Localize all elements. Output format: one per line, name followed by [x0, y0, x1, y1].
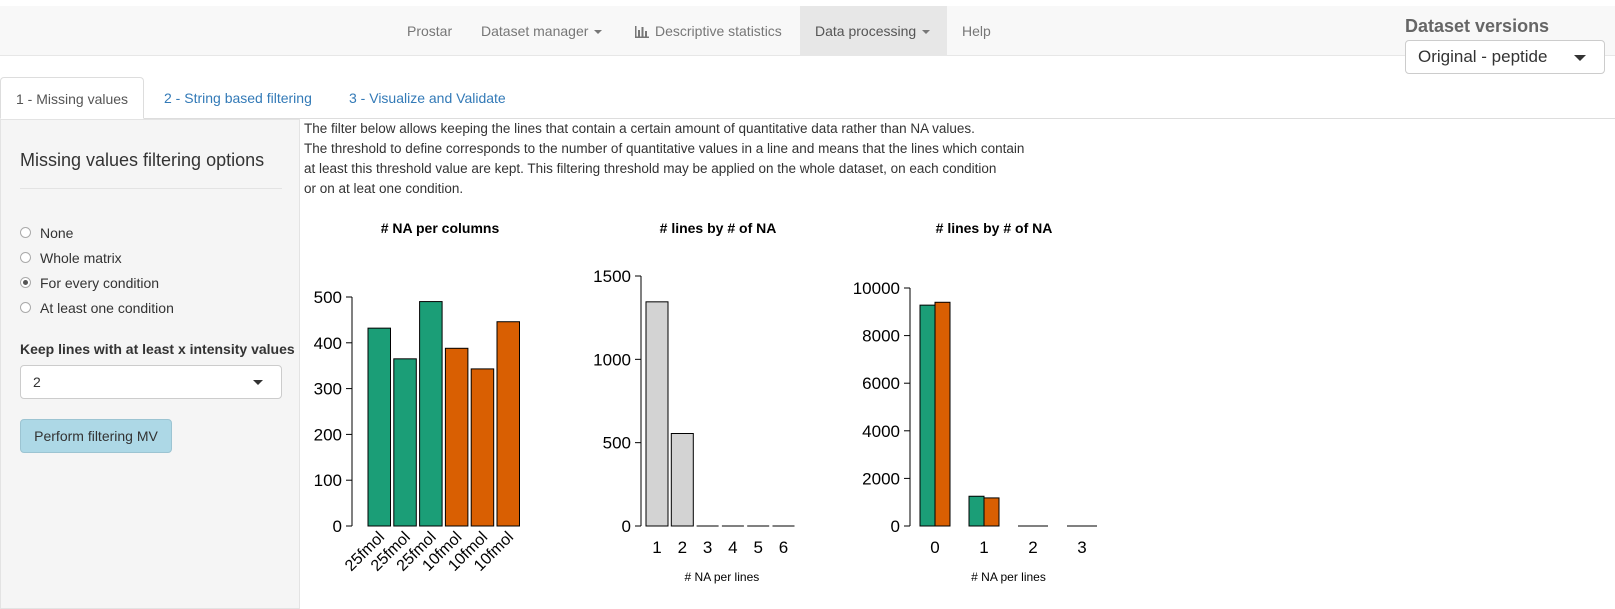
chart2-bar: [670, 433, 694, 527]
sidebar-panel: Missing values filtering options None Wh…: [0, 119, 300, 609]
chart3-bar: [934, 301, 951, 527]
chart3-y-tick-label: 10000: [853, 279, 900, 298]
chart1-bar: [419, 301, 443, 527]
nav-data-processing-label: Data processing: [815, 23, 917, 39]
dataset-versions-label: Dataset versions: [1405, 16, 1550, 36]
chart2-x-tick-label: 5: [753, 538, 762, 557]
nav-descriptive-statistics-label: Descriptive statistics: [655, 23, 782, 39]
chart2-y-tick-label: 1000: [593, 350, 631, 369]
tab-visualize-and-validate[interactable]: 3 - Visualize and Validate: [334, 77, 521, 119]
chart3-y-tick-label: 4000: [862, 422, 900, 441]
radio-circle[interactable]: [20, 227, 31, 238]
chart3-y-tick-label: 8000: [862, 327, 900, 346]
chart3-bar: [968, 495, 985, 527]
chart3-x-tick-label: 3: [1077, 538, 1086, 557]
radio-label: At least one condition: [40, 300, 174, 316]
chart1-bar: [496, 321, 520, 527]
keep-lines-select[interactable]: 2: [20, 365, 282, 399]
perform-filtering-button[interactable]: Perform filtering MV: [20, 419, 172, 453]
chart3-y-tick-label: 2000: [862, 469, 900, 488]
chart1-bar: [367, 327, 391, 527]
chart2-title: # lines by # of NA: [659, 220, 777, 236]
chart1-y-tick-label: 500: [314, 288, 342, 307]
chart1-bar: [470, 368, 495, 527]
chart2-x-tick-label: 6: [779, 538, 788, 557]
sidebar-title: Missing values filtering options: [20, 150, 265, 170]
chart3-bar: [919, 304, 936, 527]
chart1-bar: [444, 347, 469, 527]
radio-circle-checked[interactable]: [20, 277, 31, 288]
chart2-x-label: # NA per lines: [685, 570, 760, 584]
chart3-title: # lines by # of NA: [935, 220, 1053, 236]
chart1-y-tick-label: 100: [314, 471, 342, 490]
chart2-x-tick-label: 4: [728, 538, 737, 557]
tab-string-based-filtering-label: 2 - String based filtering: [164, 90, 312, 106]
radio-circle[interactable]: [20, 252, 31, 263]
chart1-x-tick-label: 10fmol: [445, 529, 491, 575]
description-line: The filter below allows keeping the line…: [304, 121, 975, 136]
nav-help-label: Help: [962, 23, 991, 39]
nav-help[interactable]: Help: [947, 6, 1006, 56]
chart1-y-tick-label: 200: [314, 425, 342, 444]
nav-data-processing[interactable]: Data processing: [800, 6, 947, 56]
chart1-x-tick-label: 25fmol: [342, 529, 388, 575]
chart1-x-tick-label: 25fmol: [368, 529, 414, 575]
tab-missing-values-label: 1 - Missing values: [16, 91, 129, 107]
radio-label: For every condition: [40, 275, 160, 291]
nav-prostar[interactable]: Prostar: [392, 6, 467, 56]
description-line: The threshold to define corresponds to t…: [304, 141, 1025, 156]
chart2-y-tick-label: 500: [603, 434, 631, 453]
caret-down-icon: [922, 30, 931, 35]
chart1-y-tick-label: 0: [333, 517, 342, 536]
nav-prostar-label: Prostar: [407, 23, 453, 39]
chart3-x-label: # NA per lines: [971, 570, 1046, 584]
bar-chart-icon: [635, 26, 649, 39]
navbar: Prostar Dataset manager Descriptive stat…: [0, 6, 1615, 56]
chart1-x-tick-label: 10fmol: [419, 529, 465, 575]
chart3-bar: [983, 497, 1000, 527]
chart1-y-tick-label: 300: [314, 380, 342, 399]
chart2-x-tick-label: 3: [703, 538, 712, 557]
nav-dataset-manager[interactable]: Dataset manager: [466, 6, 617, 56]
chart1-bar: [393, 358, 417, 527]
caret-down-icon: [253, 380, 263, 385]
radio-label: Whole matrix: [40, 250, 122, 266]
top-strip: [0, 0, 1615, 6]
chart2-x-tick-label: 1: [652, 538, 661, 557]
chart3-y-tick-label: 6000: [862, 374, 900, 393]
chart3-x-tick-label: 1: [979, 538, 988, 557]
chart2-y-tick-label: 1500: [593, 267, 631, 286]
divider: [20, 188, 282, 189]
caret-down-icon: [1574, 55, 1586, 61]
radio-circle[interactable]: [20, 302, 31, 313]
chart2-bar: [645, 301, 669, 527]
nav-dataset-manager-label: Dataset manager: [481, 23, 589, 39]
chart1-y-tick-label: 400: [314, 334, 342, 353]
keep-lines-value: 2: [33, 374, 41, 390]
dataset-versions-value: Original - peptide: [1418, 47, 1548, 66]
tab-missing-values[interactable]: 1 - Missing values: [0, 77, 145, 119]
tab-bar: 1 - Missing values 2 - String based filt…: [0, 77, 1615, 119]
chart3-x-tick-label: 0: [930, 538, 939, 557]
description-line: or on at leat one condition.: [304, 181, 464, 196]
nav-descriptive-statistics[interactable]: Descriptive statistics: [620, 6, 797, 56]
chart2-x-tick-label: 2: [678, 538, 687, 557]
chart1-title: # NA per columns: [380, 220, 500, 236]
dataset-versions-select[interactable]: Original - peptide: [1405, 40, 1605, 74]
chart3-x-tick-label: 2: [1028, 538, 1037, 557]
radio-label: None: [40, 225, 74, 241]
description-text: The filter below allows keeping the line…: [304, 119, 1084, 199]
caret-down-icon: [594, 30, 603, 35]
tab-visualize-and-validate-label: 3 - Visualize and Validate: [349, 90, 506, 106]
chart3-y-tick-label: 0: [891, 517, 900, 536]
description-line: at least this threshold value are kept. …: [304, 161, 997, 176]
chart2-y-tick-label: 0: [622, 517, 631, 536]
chart1-x-tick-label: 10fmol: [471, 529, 517, 575]
keep-lines-label: Keep lines with at least x intensity val…: [20, 341, 295, 357]
chart1-x-tick-label: 25fmol: [394, 529, 440, 575]
tab-string-based-filtering[interactable]: 2 - String based filtering: [149, 77, 327, 119]
